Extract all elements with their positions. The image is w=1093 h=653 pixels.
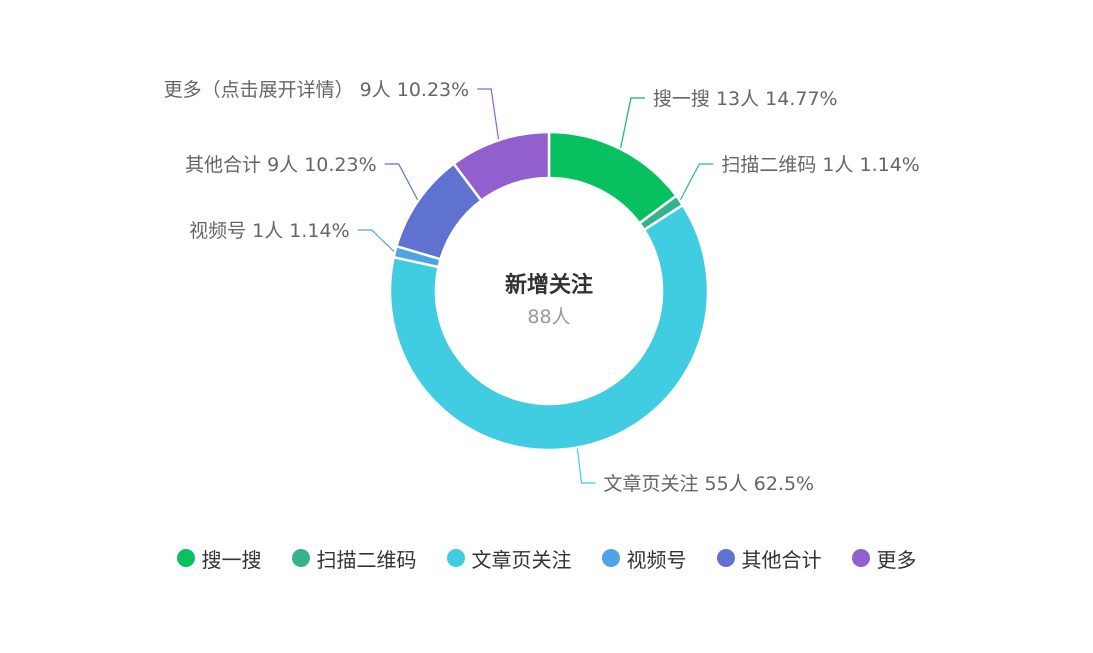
leader-line-qr-scan	[679, 163, 714, 201]
legend-label: 其他合计	[741, 547, 822, 572]
leader-line-channels	[357, 229, 395, 252]
slice-more[interactable]	[452, 130, 551, 202]
center-title: 新增关注	[505, 272, 593, 298]
legend-label: 扫描二维码	[316, 547, 417, 572]
slice-label-channels: 视频号 1人 1.14%	[189, 220, 350, 242]
legend-item-more[interactable]: 更多	[851, 544, 917, 573]
slice-label-article-page: 文章页关注 55人 62.5%	[603, 473, 814, 495]
legend-item-channels[interactable]: 视频号	[601, 544, 687, 573]
legend-color-dot	[601, 549, 620, 567]
legend-label: 搜一搜	[201, 547, 262, 572]
legend-color-dot	[291, 549, 310, 567]
legend-label: 视频号	[626, 547, 687, 572]
slice-label-more: 更多（点击展开详情） 9人 10.23%	[164, 79, 470, 101]
center-value: 88人	[527, 306, 570, 328]
leader-line-article-page	[576, 448, 596, 484]
slice-label-other-total: 其他合计 9人 10.23%	[185, 154, 377, 176]
legend-item-search[interactable]: 搜一搜	[176, 544, 262, 573]
legend-color-dot	[851, 549, 870, 567]
donut-slices	[388, 130, 710, 452]
legend-item-other-total[interactable]: 其他合计	[716, 544, 822, 573]
leader-line-more	[477, 88, 500, 140]
legend-color-dot	[176, 549, 195, 567]
slice-label-qr-scan: 扫描二维码 1人 1.14%	[721, 154, 920, 176]
leader-line-other-total	[384, 163, 419, 201]
label-leader-lines	[357, 88, 714, 484]
slice-labels: 搜一搜 13人 14.77% 扫描二维码 1人 1.14% 文章页关注 55人 62…	[164, 79, 920, 495]
chart-legend: 搜一搜 扫描二维码 文章页关注 视频号 其他合计 更多	[0, 540, 1093, 576]
legend-color-dot	[446, 549, 465, 567]
legend-item-qr-scan[interactable]: 扫描二维码	[291, 544, 417, 573]
slice-article-page[interactable]	[388, 203, 710, 452]
legend-color-dot	[716, 549, 735, 567]
legend-item-article-page[interactable]: 文章页关注	[446, 544, 572, 573]
leader-line-search	[620, 97, 645, 149]
slice-label-search: 搜一搜 13人 14.77%	[653, 88, 838, 110]
legend-label: 更多	[876, 547, 917, 572]
legend-label: 文章页关注	[471, 547, 572, 572]
